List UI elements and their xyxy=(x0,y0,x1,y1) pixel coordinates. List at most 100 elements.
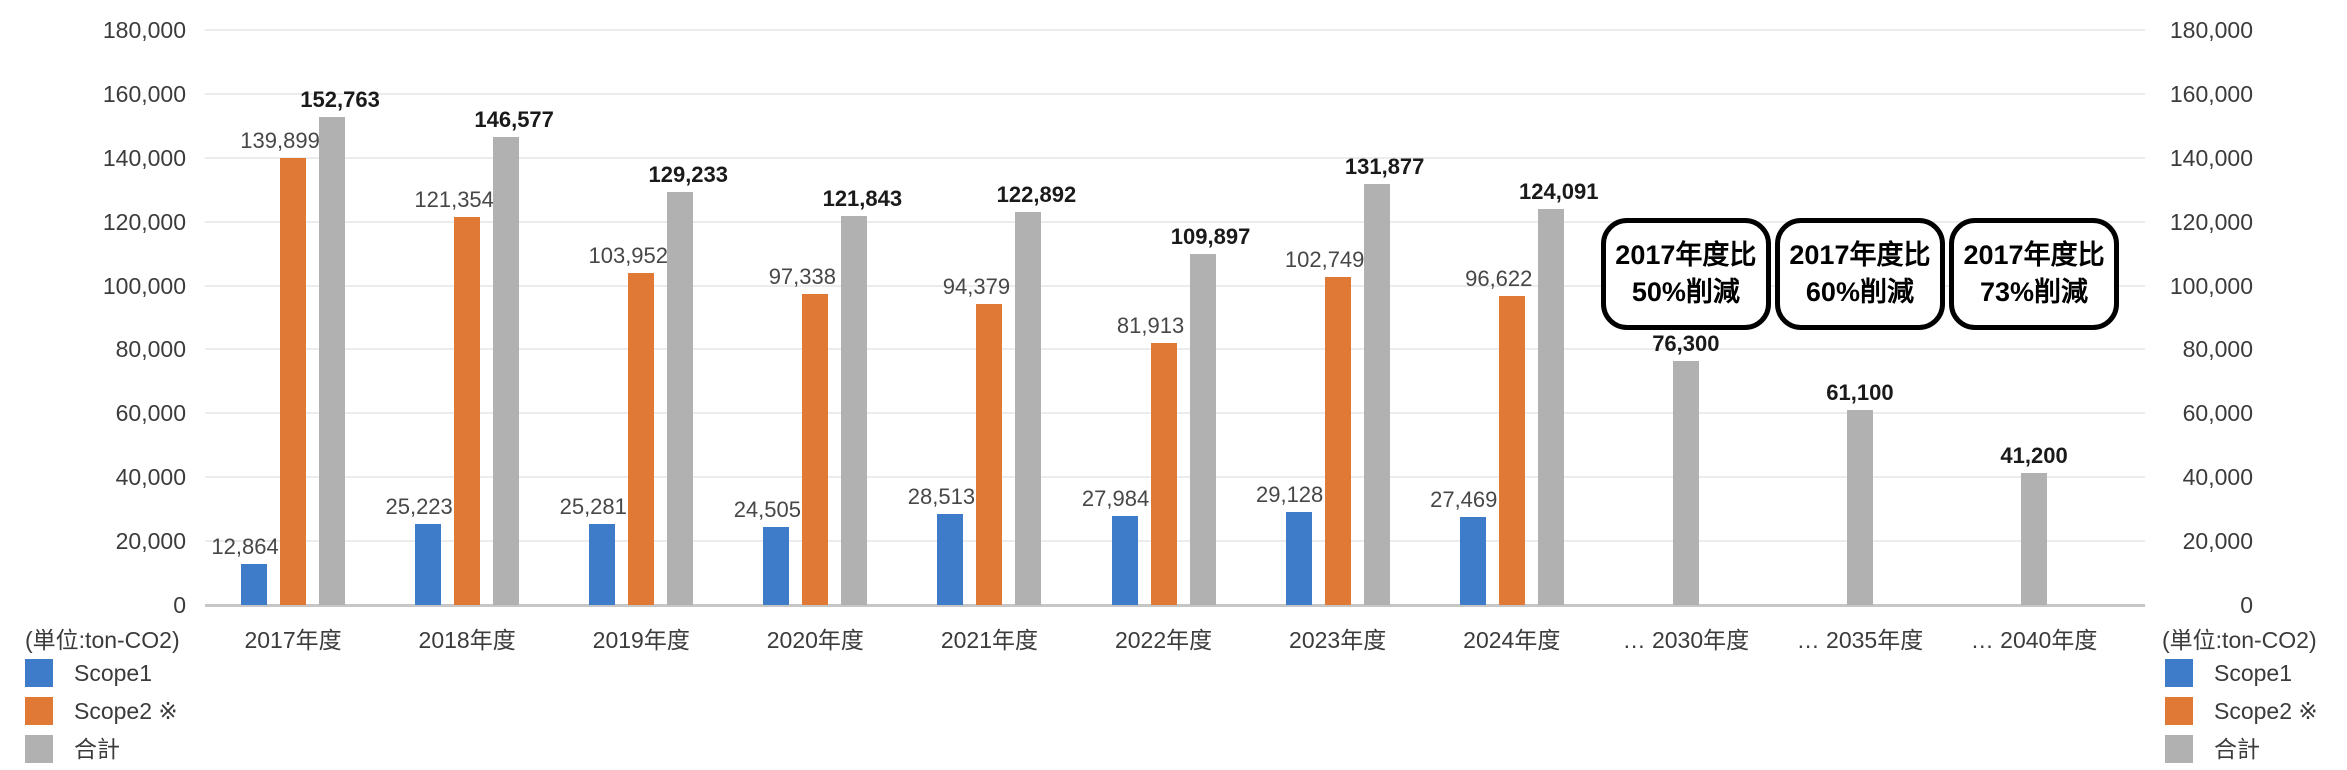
legend-label: 合計 xyxy=(2214,736,2260,762)
x-axis-label: 2024年度 xyxy=(1463,627,1561,653)
bar-total-2024 xyxy=(1537,208,1564,605)
bar-value-label: 103,952 xyxy=(588,242,669,268)
annotation-text: 73%削減 xyxy=(1980,277,2089,307)
bar-value-label: 122,892 xyxy=(996,182,1077,208)
bar-value-label: 121,843 xyxy=(822,185,903,211)
bar-scope2-2021 xyxy=(976,303,1003,605)
y-axis-tick-right: 0 xyxy=(2240,592,2253,618)
bar-value-label: 121,354 xyxy=(414,187,494,213)
bar-value-label: 25,281 xyxy=(559,494,627,520)
y-axis-tick-right: 180,000 xyxy=(2169,17,2253,43)
y-axis-tick-left: 160,000 xyxy=(102,80,186,107)
legend-label: 合計 xyxy=(74,736,120,762)
x-axis-label: 2017年度 xyxy=(244,627,342,653)
bar-total-2022 xyxy=(1189,253,1216,605)
x-axis-label: 2020年度 xyxy=(766,627,864,653)
legend-label: Scope1 xyxy=(74,660,153,686)
gridline xyxy=(205,284,2145,287)
y-axis-tick-left: 60,000 xyxy=(115,400,186,427)
bar-total-2040 xyxy=(2021,473,2048,605)
bar-total-2017 xyxy=(319,117,346,605)
legend-swatch xyxy=(25,659,53,687)
bar-value-label: 29,128 xyxy=(1255,481,1324,507)
legend-swatch xyxy=(25,735,53,763)
legend-item: Scope2 ※ xyxy=(2165,697,2318,725)
legend-label: Scope2 ※ xyxy=(2214,698,2318,724)
bar-value-label: 146,577 xyxy=(474,106,554,132)
bar-value-label: 28,513 xyxy=(907,483,976,509)
legend-label: Scope1 xyxy=(2214,660,2293,686)
legend-item: Scope2 ※ xyxy=(25,697,178,725)
bar-total-2018 xyxy=(493,136,520,605)
y-axis-tick-left: 120,000 xyxy=(102,208,186,235)
x-axis-label: 2022年度 xyxy=(1114,627,1213,653)
bar-value-label: 94,379 xyxy=(942,273,1011,299)
x-axis-label: 2023年度 xyxy=(1289,627,1387,653)
legend-swatch xyxy=(2165,735,2193,763)
bar-value-label: 27,469 xyxy=(1430,487,1498,513)
legend-swatch xyxy=(2165,659,2193,687)
legend-swatch xyxy=(25,697,53,725)
gridline xyxy=(205,156,2145,159)
gridline xyxy=(205,29,2145,31)
bar-scope1-2022 xyxy=(1111,515,1138,605)
bar-value-label: 27,984 xyxy=(1081,485,1150,511)
bar-value-label: 102,749 xyxy=(1284,246,1365,272)
x-axis-label: 2018年度 xyxy=(418,627,516,653)
y-axis-tick-right: 140,000 xyxy=(2169,144,2253,171)
bar-value-label: 139,899 xyxy=(240,128,320,154)
bar-value-label: 96,622 xyxy=(1465,266,1533,292)
annotation-callout: 2017年度比 60%削減 xyxy=(1774,218,1945,330)
y-axis-tick-left: 100,000 xyxy=(102,272,186,299)
unit-label-left: (単位:ton-CO2) xyxy=(25,627,180,653)
legend-item: 合計 xyxy=(25,735,178,763)
bar-value-label: 124,091 xyxy=(1518,178,1599,204)
x-axis-line xyxy=(205,604,2145,607)
annotation-text: 2017年度比 xyxy=(1789,240,1931,270)
bar-scope2-2019 xyxy=(628,272,655,605)
x-axis-label: … 2035年度 xyxy=(1796,627,1924,653)
y-axis-tick-right: 120,000 xyxy=(2169,208,2253,235)
y-axis-tick-right: 60,000 xyxy=(2182,400,2253,427)
bar-value-label: 81,913 xyxy=(1116,313,1185,339)
legend-item: 合計 xyxy=(2165,735,2318,763)
x-axis-label: 2019年度 xyxy=(592,627,690,653)
bar-total-2019 xyxy=(667,192,694,605)
bar-scope1-2018 xyxy=(415,524,442,605)
bar-scope2-2024 xyxy=(1498,296,1525,605)
bar-value-label: 41,200 xyxy=(2000,443,2068,469)
annotation-text: 60%削減 xyxy=(1805,277,1914,307)
bar-value-label: 152,763 xyxy=(300,87,380,112)
y-axis-tick-right: 160,000 xyxy=(2169,80,2253,107)
y-axis-tick-right: 100,000 xyxy=(2169,272,2253,299)
bar-scope2-2020 xyxy=(802,294,829,605)
y-axis-tick-left: 20,000 xyxy=(115,528,186,555)
bar-value-label: 109,897 xyxy=(1170,223,1251,249)
bar-scope1-2024 xyxy=(1459,517,1486,605)
annotation-callout: 2017年度比 50%削減 xyxy=(1600,218,1771,330)
legend-label: Scope2 ※ xyxy=(74,698,178,724)
bar-total-2023 xyxy=(1363,183,1390,605)
y-axis-tick-left: 80,000 xyxy=(115,336,186,363)
legend-left: Scope1 Scope2 ※ 合計 xyxy=(25,659,178,770)
legend-swatch xyxy=(2165,697,2193,725)
legend-item: Scope1 xyxy=(2165,659,2318,687)
y-axis-tick-left: 140,000 xyxy=(102,144,186,171)
bar-scope1-2023 xyxy=(1285,511,1312,605)
bar-value-label: 97,338 xyxy=(768,264,836,290)
bar-value-label: 12,864 xyxy=(211,533,279,559)
y-axis-tick-left: 0 xyxy=(173,592,186,618)
bar-total-2035 xyxy=(1846,409,1873,605)
annotation-text: 2017年度比 xyxy=(1963,240,2105,270)
bar-scope2-2018 xyxy=(454,217,481,605)
bar-value-label: 24,505 xyxy=(733,496,801,522)
bar-scope1-2017 xyxy=(241,563,268,605)
gridline xyxy=(205,92,2145,95)
bar-value-label: 76,300 xyxy=(1652,331,1720,357)
bar-total-2021 xyxy=(1015,212,1042,605)
bar-scope2-2017 xyxy=(280,158,307,605)
annotation-text: 2017年度比 xyxy=(1615,240,1757,270)
y-axis-tick-right: 20,000 xyxy=(2182,528,2253,555)
